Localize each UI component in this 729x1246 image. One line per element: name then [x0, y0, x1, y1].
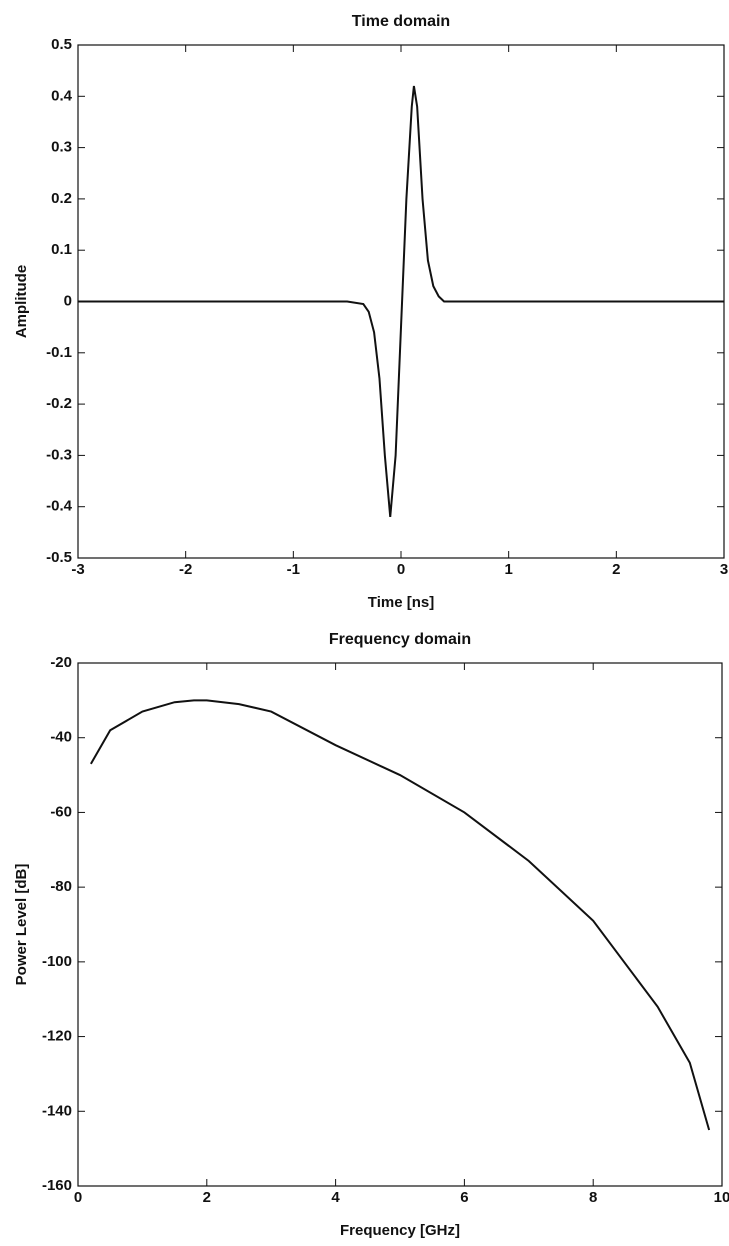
y-tick-label: -140 — [42, 1102, 72, 1119]
y-axis-label: Amplitude — [13, 265, 30, 338]
y-tick-label: -120 — [42, 1028, 72, 1045]
data-line — [78, 85, 724, 518]
x-tick-label: 1 — [504, 561, 512, 578]
chart-title: Frequency domain — [329, 631, 471, 648]
x-tick-label: 4 — [331, 1189, 340, 1206]
y-tick-label: 0.3 — [51, 139, 72, 156]
y-tick-label: -0.5 — [46, 549, 72, 566]
y-tick-label: 0.1 — [51, 241, 72, 258]
x-tick-label: 2 — [612, 561, 620, 578]
x-tick-label: 6 — [460, 1189, 468, 1206]
x-tick-label: 8 — [589, 1189, 597, 1206]
x-tick-label: -3 — [71, 561, 84, 578]
plot-frame — [77, 662, 723, 1187]
y-tick-label: -80 — [50, 878, 72, 895]
x-axis-label: Time [ns] — [368, 594, 434, 611]
y-tick-label: 0.2 — [51, 190, 72, 207]
y-tick-label: -160 — [42, 1177, 72, 1194]
y-tick-label: 0 — [64, 292, 72, 309]
x-tick-label: -2 — [179, 561, 192, 578]
y-tick-label: 0.5 — [51, 36, 72, 53]
chart-title: Time domain — [352, 13, 450, 30]
data-line — [90, 699, 711, 1131]
y-tick-label: -40 — [50, 729, 72, 746]
x-axis-label: Frequency [GHz] — [340, 1222, 460, 1239]
x-tick-label: 0 — [397, 561, 405, 578]
x-tick-label: 10 — [714, 1189, 729, 1206]
y-tick-label: 0.4 — [51, 87, 73, 104]
x-tick-label: -1 — [287, 561, 300, 578]
y-tick-label: -100 — [42, 953, 72, 970]
y-tick-label: -0.1 — [46, 344, 72, 361]
y-tick-label: -0.2 — [46, 395, 72, 412]
x-tick-label: 3 — [720, 561, 728, 578]
y-tick-label: -20 — [50, 654, 72, 671]
x-tick-label: 0 — [74, 1189, 82, 1206]
y-tick-label: -0.3 — [46, 446, 72, 463]
x-tick-label: 2 — [203, 1189, 211, 1206]
y-tick-label: -60 — [50, 803, 72, 820]
y-axis-label: Power Level [dB] — [13, 864, 30, 986]
y-tick-label: -0.4 — [46, 498, 73, 515]
